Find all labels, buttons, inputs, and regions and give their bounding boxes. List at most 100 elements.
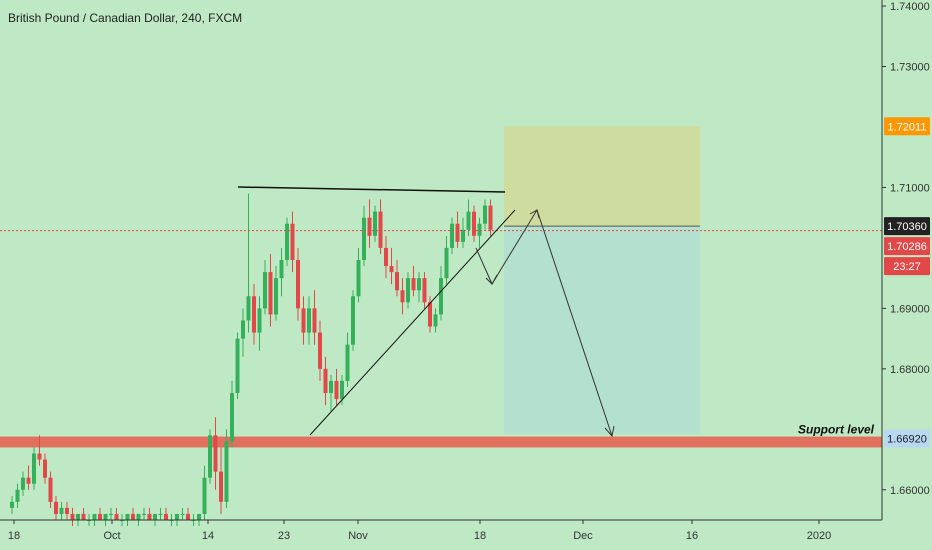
- countdown-tag: 23:27: [893, 261, 921, 273]
- candle-body: [384, 247, 388, 267]
- candle-body: [428, 302, 432, 327]
- candle-body: [21, 477, 25, 490]
- candle-body: [329, 380, 333, 394]
- candle-body: [15, 489, 20, 502]
- candle-body: [378, 211, 383, 248]
- candle-body: [230, 393, 234, 442]
- candle-body: [76, 513, 80, 520]
- countdown-tag-bg: [884, 257, 930, 276]
- candle-body: [274, 278, 278, 315]
- candle-body: [455, 223, 460, 242]
- candle-body: [450, 223, 454, 248]
- current-price-tag-bg: [884, 237, 930, 256]
- candle-body: [334, 380, 339, 400]
- stop-zone: [504, 226, 700, 435]
- candle-body: [301, 308, 306, 333]
- candle-body: [81, 513, 86, 520]
- candle-body: [175, 513, 179, 520]
- candle-body: [488, 205, 493, 230]
- candle-body: [186, 513, 190, 520]
- ascending-trendline: [309, 209, 516, 436]
- candle-body: [98, 513, 102, 520]
- candle-body: [219, 471, 223, 502]
- candle-body: [224, 441, 229, 502]
- candle-body: [318, 332, 322, 369]
- candle-body: [444, 247, 449, 279]
- plot-area: [0, 0, 882, 520]
- x-tick-label: 23: [278, 530, 290, 542]
- candle-body: [202, 477, 207, 514]
- candle-body: [92, 513, 97, 520]
- support-price-tag: 1.66920: [887, 434, 927, 446]
- support-zone: [0, 436, 882, 448]
- candle-body: [406, 278, 410, 303]
- candle-body: [340, 380, 344, 400]
- candle-body: [26, 477, 31, 484]
- candle-body: [417, 278, 421, 291]
- candle-body: [296, 260, 300, 309]
- candle-body: [54, 501, 58, 514]
- candle-body: [180, 513, 185, 515]
- target-price-tag-bg: [884, 117, 930, 136]
- candle-body: [362, 217, 366, 260]
- y-tick-label: 1.74000: [890, 1, 930, 13]
- candle-body: [257, 308, 262, 333]
- candle-body: [323, 368, 328, 394]
- projection-arrow-head: [485, 274, 498, 285]
- candle-body: [32, 453, 36, 484]
- candle-body: [208, 435, 212, 478]
- candle-body: [103, 513, 108, 520]
- resistance-trendline: [237, 186, 506, 193]
- y-tick-label: 1.69000: [890, 303, 930, 315]
- x-tick-label: Dec: [573, 530, 593, 542]
- x-tick-label: 2020: [807, 530, 831, 542]
- candle-body: [164, 513, 168, 520]
- projection-path: [475, 208, 613, 437]
- support-price-tag-bg: [884, 429, 930, 448]
- x-tick-label: 18: [474, 530, 486, 542]
- candle-body: [433, 314, 438, 327]
- candle-body: [400, 290, 405, 303]
- candle-body: [246, 296, 251, 321]
- candle-body: [252, 296, 256, 333]
- candle-body: [197, 513, 201, 520]
- candle-body: [235, 338, 240, 394]
- candle-body: [345, 344, 350, 381]
- x-tick-label: 16: [686, 530, 698, 542]
- candle-body: [48, 477, 53, 502]
- candle-body: [268, 272, 273, 315]
- candle-body: [356, 260, 361, 297]
- candle-body: [461, 229, 465, 242]
- candle-body: [439, 278, 443, 315]
- candle-body: [483, 205, 487, 224]
- x-tick-label: Oct: [103, 530, 120, 542]
- candle-body: [158, 513, 163, 515]
- candle-body: [136, 513, 141, 520]
- candle-body: [241, 320, 245, 339]
- projection-arrow-head: [529, 209, 540, 219]
- candle-body: [312, 308, 317, 333]
- candle-body: [395, 272, 399, 291]
- candle-body: [466, 211, 471, 230]
- target-zone: [504, 126, 700, 227]
- y-tick-label: 1.73000: [890, 62, 930, 74]
- x-tick-label: Nov: [348, 530, 368, 542]
- candle-body: [477, 223, 482, 236]
- candle-body: [37, 453, 42, 460]
- candle-body: [263, 272, 267, 309]
- candle-body: [472, 211, 476, 236]
- candle-body: [70, 513, 75, 520]
- candle-body: [290, 223, 295, 260]
- candle-body: [422, 278, 427, 303]
- x-tick-label: 18: [8, 530, 20, 542]
- candle-body: [142, 513, 146, 515]
- candle-body: [279, 260, 284, 279]
- current-price-tag: 1.70286: [887, 241, 927, 253]
- candle-body: [411, 278, 416, 291]
- candle-body: [109, 513, 113, 515]
- candle-body: [131, 513, 135, 520]
- candle-body: [389, 266, 394, 273]
- candle-body: [65, 507, 69, 514]
